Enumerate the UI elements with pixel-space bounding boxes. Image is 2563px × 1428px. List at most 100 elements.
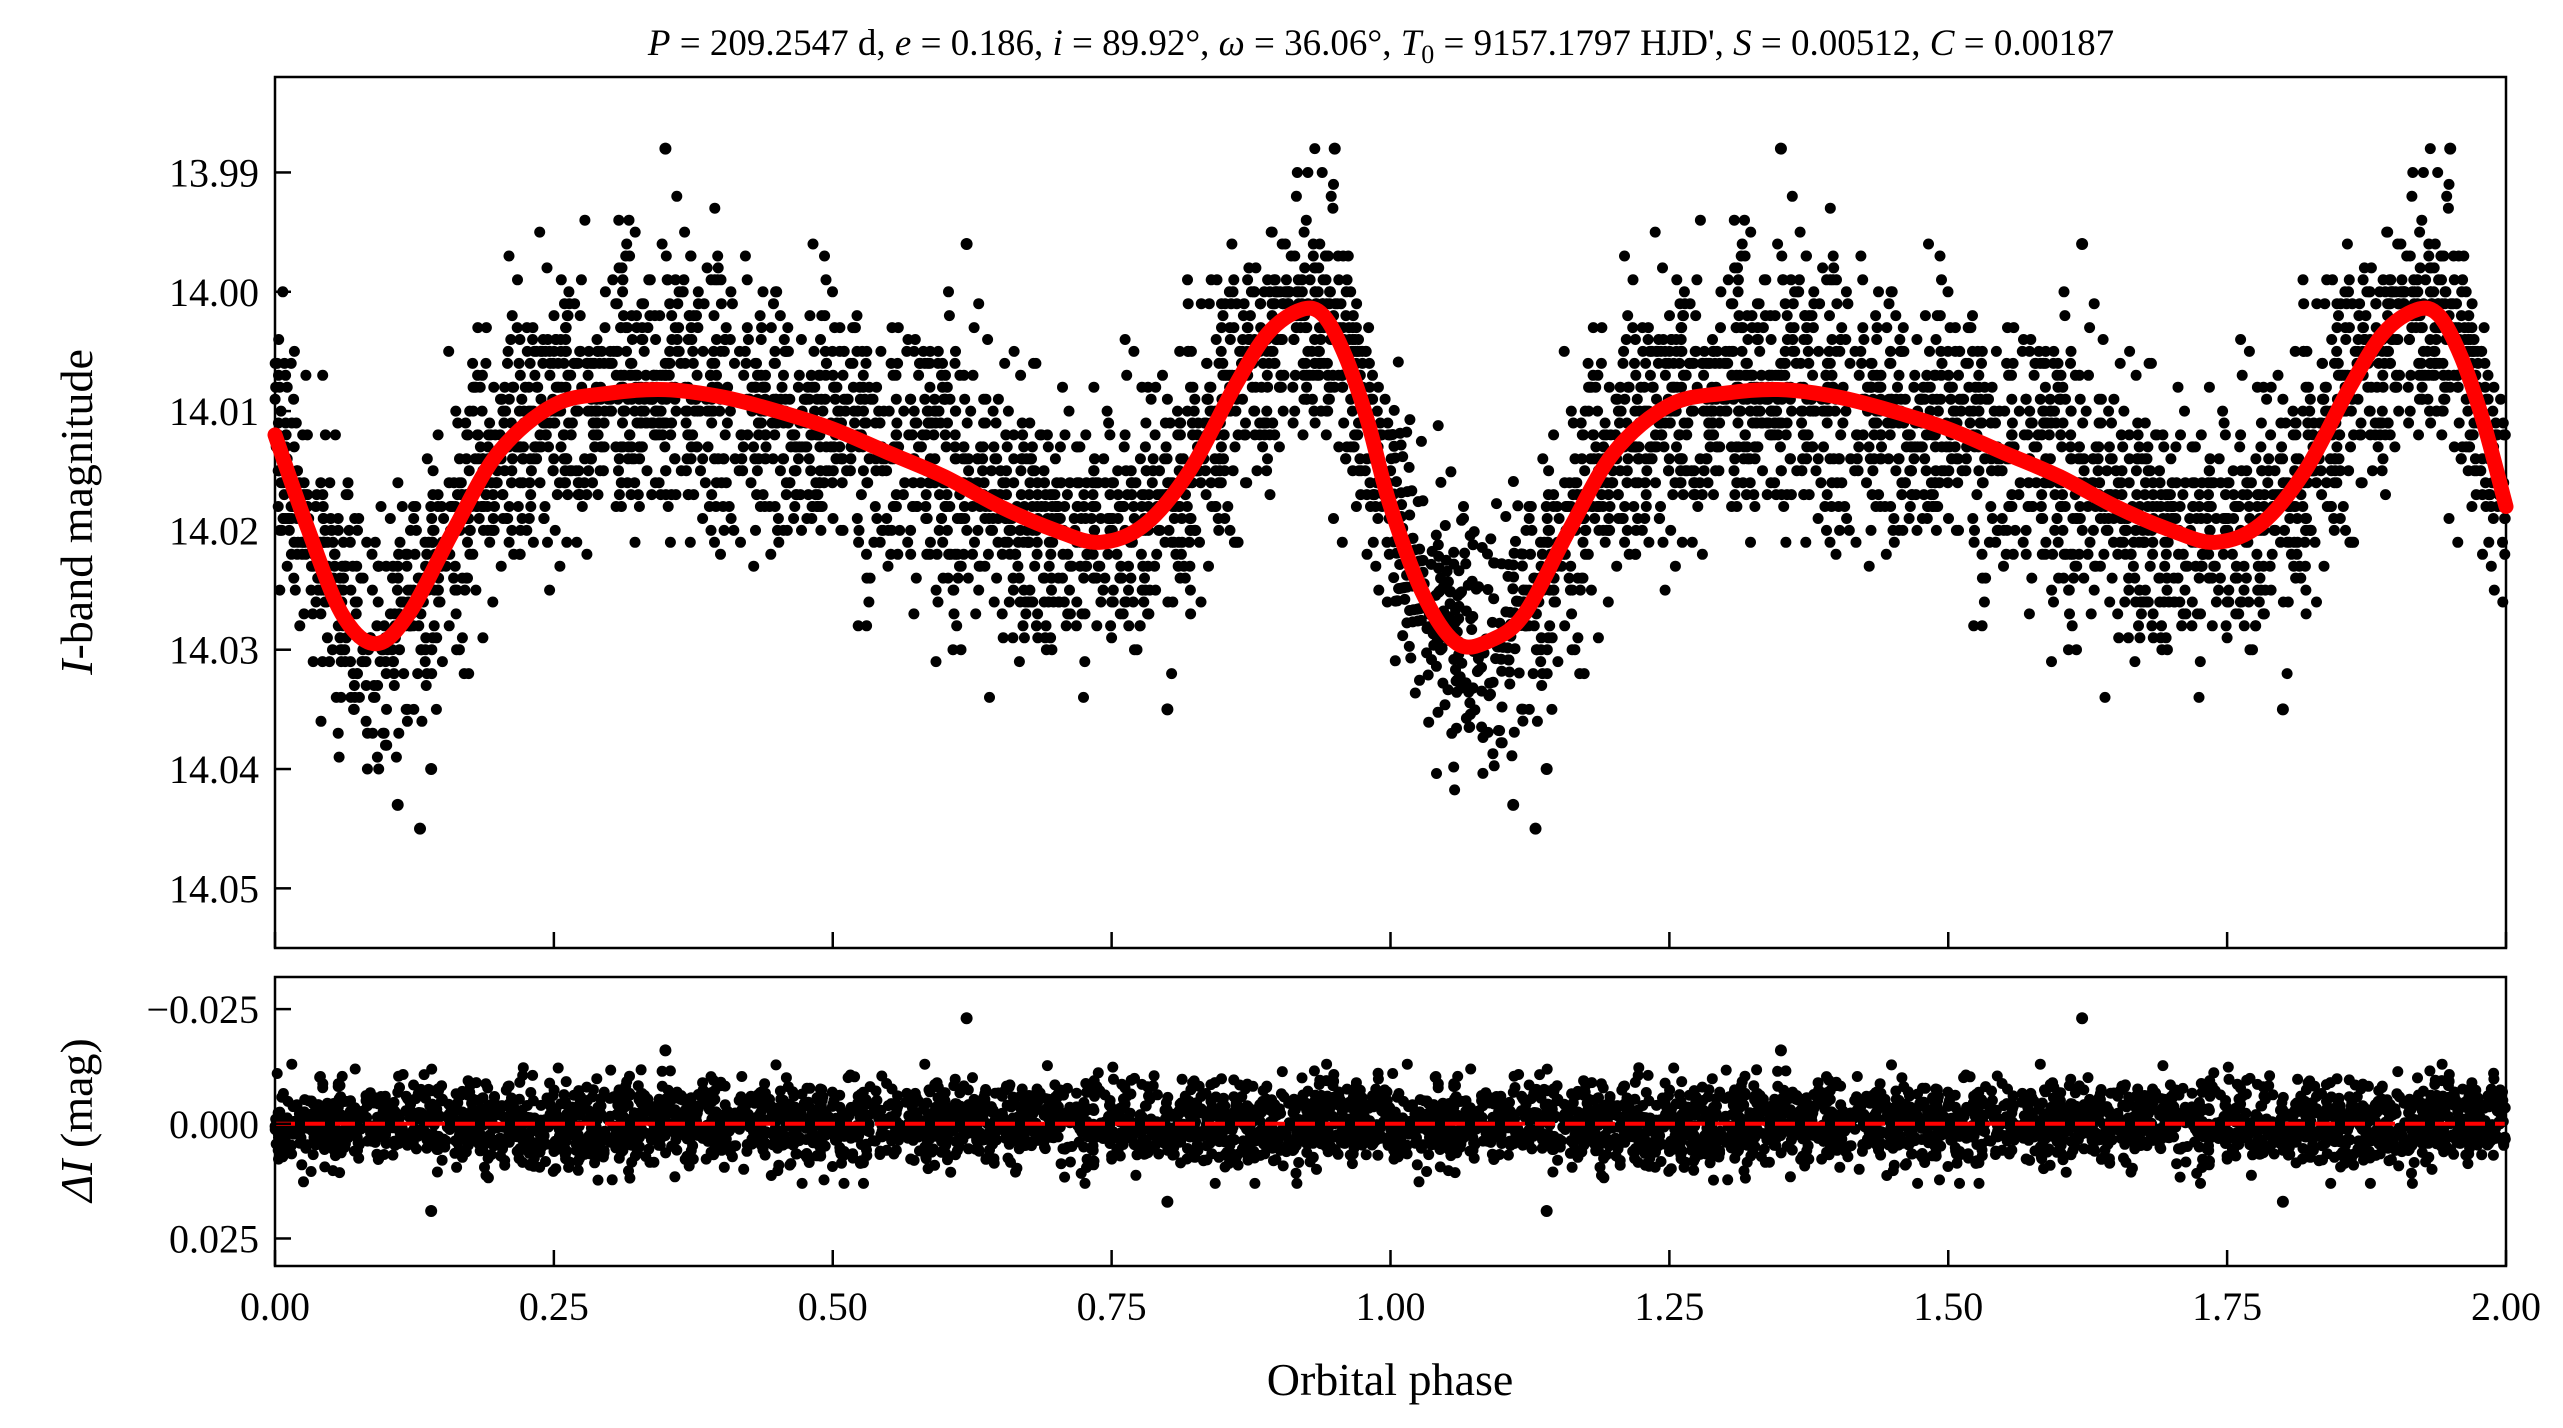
data-point — [1185, 345, 1197, 357]
data-point — [1212, 513, 1224, 524]
data-point — [891, 417, 903, 429]
data-point — [1643, 536, 1655, 548]
data-point — [1038, 596, 1050, 608]
data-point — [965, 405, 977, 417]
data-point — [1028, 357, 1040, 369]
data-point — [1060, 620, 1072, 632]
data-point — [679, 226, 691, 238]
data-point — [460, 453, 472, 465]
data-point — [2352, 393, 2364, 405]
data-point — [1590, 381, 1602, 393]
data-point — [2063, 584, 2075, 596]
data-point — [629, 226, 641, 238]
data-point — [1143, 608, 1155, 620]
data-point — [558, 453, 570, 465]
data-point — [1960, 465, 1972, 477]
data-point — [2305, 524, 2317, 536]
data-point — [1778, 357, 1790, 369]
data-point — [484, 417, 496, 429]
data-point — [2024, 405, 2036, 417]
data-point — [1381, 596, 1393, 608]
data-point — [421, 548, 433, 560]
data-point — [538, 513, 550, 524]
data-point — [2147, 477, 2159, 489]
data-point — [512, 501, 524, 512]
data-point — [2123, 453, 2135, 465]
data-point — [2208, 560, 2220, 572]
data-point — [449, 560, 461, 572]
data-point — [1443, 611, 1455, 623]
data-point — [570, 405, 582, 417]
data-point — [1973, 369, 1985, 381]
data-point — [2065, 405, 2077, 417]
data-point — [1043, 560, 1055, 572]
data-point — [2495, 393, 2507, 405]
data-point — [1772, 238, 1784, 250]
data-point — [1915, 393, 1927, 405]
data-point — [760, 369, 771, 381]
data-point — [1016, 417, 1028, 429]
data-point — [672, 298, 684, 310]
data-point — [620, 250, 632, 262]
data-point — [562, 310, 574, 322]
data-point — [1289, 405, 1301, 417]
data-point — [2463, 310, 2475, 322]
data-point — [2023, 608, 2035, 620]
data-point — [1117, 608, 1129, 620]
data-point — [967, 548, 978, 560]
data-point — [2340, 334, 2352, 345]
data-point — [625, 357, 636, 369]
data-point — [1967, 345, 1978, 357]
data-point — [851, 310, 863, 322]
data-point — [1686, 405, 1698, 417]
data-point — [1205, 381, 1217, 393]
data-point — [1770, 489, 1782, 501]
data-point — [1020, 608, 1032, 620]
data-point — [1267, 417, 1278, 429]
data-point — [1226, 238, 1238, 250]
data-point — [2393, 298, 2405, 310]
data-point — [480, 357, 492, 369]
data-point — [1384, 429, 1396, 441]
data-point — [1490, 653, 1502, 665]
data-point — [857, 369, 869, 381]
data-point — [1254, 429, 1266, 441]
data-point — [2275, 536, 2286, 548]
data-point — [329, 429, 341, 441]
data-point — [1392, 356, 1404, 368]
data-point — [2381, 345, 2392, 357]
data-point — [1219, 465, 1231, 477]
data-point — [2027, 501, 2039, 512]
data-point — [1927, 489, 1939, 501]
data-point — [2234, 441, 2246, 453]
data-point — [467, 357, 479, 369]
data-point — [1379, 393, 1391, 405]
data-point — [914, 357, 926, 369]
data-point — [2253, 596, 2265, 608]
data-point — [972, 524, 984, 536]
data-point — [1091, 620, 1103, 632]
data-point — [2352, 334, 2364, 345]
data-point — [1232, 536, 1244, 548]
data-point — [920, 501, 932, 512]
data-point — [1201, 357, 1213, 369]
data-point — [450, 608, 462, 620]
data-point — [1054, 441, 1066, 453]
data-point — [500, 405, 512, 417]
data-point — [2016, 345, 2028, 357]
data-point — [2048, 357, 2059, 369]
data-point — [955, 560, 967, 572]
data-point — [1363, 322, 1375, 334]
data-point — [1123, 584, 1134, 596]
data-point — [2194, 656, 2206, 668]
data-point — [392, 572, 404, 584]
data-point — [1876, 441, 1887, 453]
data-point — [1834, 524, 1846, 536]
data-point — [1787, 334, 1799, 345]
data-point — [333, 751, 345, 763]
data-point — [1600, 429, 1612, 441]
data-point — [1758, 274, 1770, 286]
data-point — [869, 501, 881, 512]
data-point — [984, 691, 995, 703]
